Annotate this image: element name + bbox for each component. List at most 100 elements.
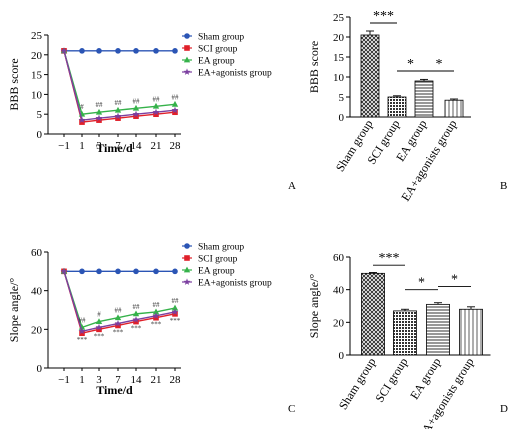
data-point-ea_agonists [114, 319, 122, 327]
y-tick-label: 60 [333, 252, 345, 264]
significance-marker: *** [131, 325, 142, 333]
bar [361, 272, 385, 356]
legend-marker-sham [184, 243, 190, 249]
significance-marker: # [97, 311, 101, 319]
significance-marker: *** [77, 336, 88, 344]
data-point-sham [133, 48, 139, 54]
data-point-ea_agonists [152, 312, 160, 319]
bar [459, 308, 483, 356]
y-axis-label: Slope angle/° [7, 278, 21, 343]
data-point-sham [153, 48, 159, 54]
x-tick-label: 28 [170, 140, 182, 152]
data-point-sci [153, 314, 159, 321]
data-point-sci [133, 113, 139, 119]
legend-label: EA+agonists group [198, 69, 272, 79]
data-point-sham [172, 268, 178, 275]
x-tick-label: 3 [96, 374, 102, 386]
y-tick-label: 0 [339, 350, 345, 362]
data-point-sham [96, 48, 102, 54]
y-tick-label: 0 [37, 129, 43, 141]
data-point-ea [171, 304, 179, 311]
data-point-ea [114, 314, 122, 321]
data-point-ea [152, 308, 160, 315]
significance-marker: *** [94, 332, 105, 340]
data-point-sham [115, 48, 121, 54]
data-point-ea_agonists [78, 116, 86, 124]
bar [360, 34, 380, 118]
bar [387, 96, 407, 118]
bar [444, 99, 464, 118]
data-point-ea_agonists [60, 267, 68, 275]
data-point-sham [172, 48, 178, 54]
data-point-ea_agonists [78, 327, 86, 335]
data-point-ea_agonists [95, 323, 103, 331]
y-tick-label: 0 [37, 363, 43, 375]
legend-label: EA+agonists group [198, 279, 272, 289]
bar [426, 303, 450, 356]
x-tick-label: 28 [170, 374, 182, 386]
data-point-ea_agonists [132, 110, 140, 118]
data-point-ea [114, 106, 122, 113]
y-tick-label: 25 [31, 30, 43, 42]
x-axis-label: Time/d [96, 141, 133, 155]
x-tick-label: 7 [115, 374, 121, 386]
x-tick-label: 21 [151, 374, 162, 386]
y-tick-label: 0 [339, 112, 345, 124]
y-tick-label: 40 [31, 286, 43, 298]
panel-label: A [288, 180, 296, 192]
x-tick-label: 14 [131, 140, 143, 152]
x-tick-label: −1 [58, 374, 70, 386]
data-point-ea [95, 108, 103, 115]
significance-marker: *** [113, 328, 124, 336]
x-axis-label: Time/d [96, 383, 133, 397]
legend-label: EA group [198, 267, 235, 277]
x-tick-label: 14 [131, 374, 143, 386]
data-point-ea [132, 104, 140, 111]
x-tick-label: EA group [407, 355, 443, 402]
panel-label: D [500, 403, 508, 415]
data-point-sci [79, 119, 85, 125]
significance-marker: ## [133, 97, 141, 105]
y-tick-label: 5 [37, 109, 43, 121]
legend-marker-ea [183, 56, 191, 63]
data-point-sci [79, 330, 85, 336]
significance-marker: ## [172, 297, 180, 305]
data-point-sham [96, 268, 102, 275]
significance-marker: ## [153, 301, 161, 309]
data-point-ea_agonists [171, 106, 179, 114]
significance-stars: *** [379, 251, 400, 266]
data-point-sci [96, 117, 102, 123]
chart-panel-c: 0 20 40 60 −1 1 3 7 14 21 28 Time/d Slope angle/° ***… [7, 243, 295, 416]
panel-label: B [500, 180, 507, 192]
data-point-sci [172, 109, 178, 116]
significance-stars: * [407, 57, 414, 72]
significance-stars: * [418, 276, 425, 291]
significance-marker: ## [153, 95, 161, 103]
significance-stars: * [451, 272, 458, 287]
data-point-ea_agonists [152, 108, 160, 116]
legend-marker-sham [184, 33, 190, 39]
y-axis-label: BBB score [7, 58, 21, 110]
data-point-sci [153, 111, 159, 117]
y-tick-label: 20 [333, 32, 345, 44]
y-axis-label: Slope angle/° [307, 274, 321, 339]
x-tick-label: Sham group [333, 117, 376, 174]
panel-label: C [288, 403, 295, 415]
legend-marker-sci [184, 45, 190, 51]
significance-stars: * [436, 57, 443, 72]
data-point-sham [79, 48, 85, 54]
data-point-ea_agonists [132, 316, 140, 323]
x-tick-label: 21 [151, 140, 162, 152]
y-axis-label: BBB score [307, 41, 321, 93]
legend-marker-ea_agonists [183, 68, 191, 75]
legend-marker-sci [184, 255, 190, 261]
legend-marker-ea_agonists [183, 278, 191, 285]
x-tick-label: Sham group [336, 355, 379, 412]
y-tick-label: 20 [31, 50, 43, 62]
y-tick-label: 25 [333, 12, 345, 24]
data-point-sci [172, 311, 178, 317]
y-tick-label: 60 [31, 247, 43, 259]
data-point-ea [95, 318, 103, 324]
legend-label: EA group [198, 57, 235, 67]
